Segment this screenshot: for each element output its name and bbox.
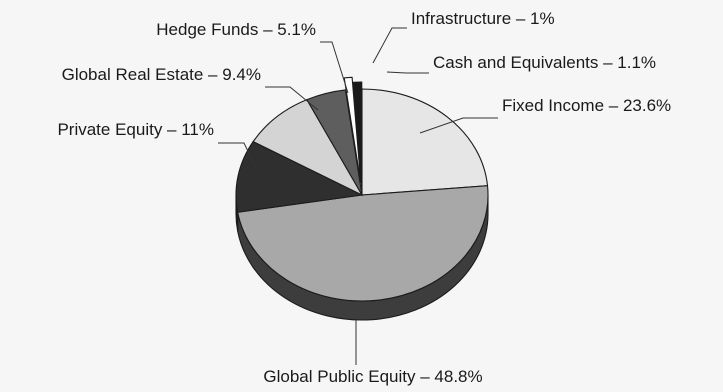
leader-line-fixed-income	[419, 117, 498, 134]
pie-slice-hedge-funds	[306, 89, 363, 196]
pie-slice-cash-and-equivalents	[352, 81, 363, 189]
slice-label-fixed-income: Fixed Income – 23.6%	[502, 96, 671, 115]
leader-line-cash-and-equivalents	[386, 71, 429, 74]
slice-labels: Fixed Income – 23.6% Global Public Equity…	[57, 9, 671, 386]
slice-label-global-public-equity: Global Public Equity – 48.8%	[263, 367, 482, 386]
pie-slice-infrastructure	[343, 76, 362, 184]
slice-label-infrastructure: Infrastructure – 1%	[411, 9, 555, 28]
pie-slice-private-equity	[235, 140, 364, 213]
pie-slices	[235, 76, 489, 302]
leader-line-global-real-estate	[265, 86, 319, 111]
leader-lines	[218, 27, 498, 365]
slice-label-cash-and-equivalents: Cash and Equivalents – 1.1%	[433, 53, 656, 72]
leader-line-hedge-funds	[320, 41, 349, 94]
leader-line-private-equity	[218, 142, 258, 171]
pie-slice-fixed-income	[361, 88, 489, 196]
slice-label-private-equity: Private Equity – 11%	[57, 120, 214, 139]
slice-label-hedge-funds: Hedge Funds – 5.1%	[156, 20, 316, 39]
slice-label-global-real-estate: Global Real Estate – 9.4%	[62, 65, 261, 84]
pie-slice-global-public-equity	[237, 185, 489, 302]
leader-line-infrastructure	[372, 27, 407, 64]
